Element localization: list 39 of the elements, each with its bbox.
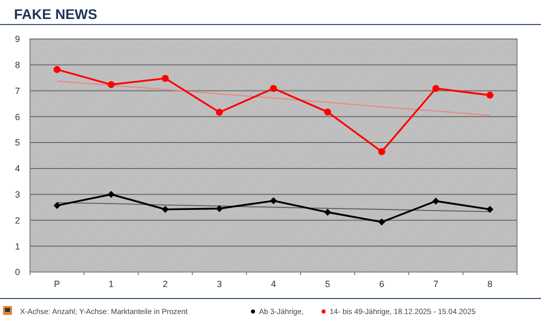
point (486, 92, 494, 99)
point (324, 108, 332, 116)
chart-title: FAKE NEWS (14, 6, 98, 22)
point (162, 74, 169, 82)
point (378, 148, 386, 156)
point (378, 218, 386, 226)
x-tick-label: 7 (433, 279, 438, 289)
y-tick-label: 3 (14, 189, 20, 200)
y-tick-label: 5 (14, 138, 20, 148)
point (54, 66, 61, 74)
y-tick-label: 4 (14, 164, 20, 174)
y-tick-label: 2 (14, 215, 20, 226)
y-tick-label: 9 (14, 34, 20, 44)
point (270, 197, 277, 204)
point (54, 202, 61, 209)
x-tick-label: 6 (379, 279, 384, 289)
x-tick-label: 5 (325, 279, 330, 289)
point (216, 205, 223, 212)
point (216, 108, 223, 116)
x-tick-label: 2 (162, 279, 168, 289)
x-tick-label: 4 (270, 279, 276, 289)
point (324, 208, 332, 216)
point (486, 206, 494, 213)
point (108, 81, 115, 88)
point (432, 198, 440, 205)
y-tick-label: 8 (14, 60, 20, 70)
point (108, 190, 115, 198)
x-tick-label: 3 (216, 279, 222, 289)
point (432, 84, 440, 92)
x-tick-label: 8 (487, 279, 492, 289)
point (162, 206, 169, 213)
x-tick-label: 1 (108, 279, 114, 289)
line-series (56, 80, 490, 116)
x-tick-label: P (54, 279, 60, 289)
y-tick-label: 6 (14, 112, 20, 122)
y-tick-label: 1 (14, 241, 20, 252)
y-tick-label: 0 (14, 267, 20, 278)
point (270, 84, 277, 92)
y-tick-label: 7 (14, 86, 20, 96)
